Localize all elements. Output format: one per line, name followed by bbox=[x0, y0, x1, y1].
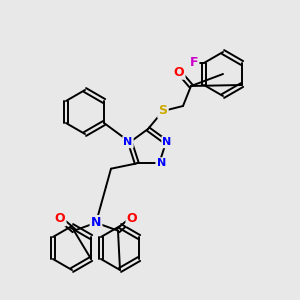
Text: N: N bbox=[123, 137, 133, 147]
Text: O: O bbox=[174, 65, 184, 79]
Text: O: O bbox=[55, 212, 65, 225]
Text: O: O bbox=[127, 212, 137, 225]
Text: F: F bbox=[190, 56, 198, 70]
Text: S: S bbox=[158, 104, 167, 118]
Text: N: N bbox=[157, 158, 166, 168]
Text: N: N bbox=[91, 216, 101, 229]
Text: N: N bbox=[162, 137, 172, 147]
